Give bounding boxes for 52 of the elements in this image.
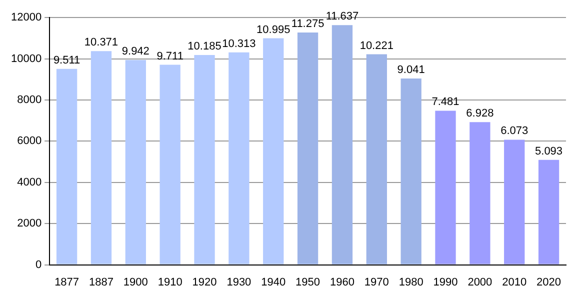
bar bbox=[160, 64, 180, 264]
data-label: 7.481 bbox=[432, 96, 460, 108]
data-label: 9.711 bbox=[156, 50, 184, 62]
y-tick-label: 12000 bbox=[10, 12, 42, 24]
data-label: 9.942 bbox=[122, 46, 150, 58]
bar bbox=[538, 160, 560, 264]
bar bbox=[194, 54, 215, 264]
data-label: 9.511 bbox=[53, 54, 80, 66]
x-tick-label: 2020 bbox=[536, 276, 562, 288]
x-tick-label: 1950 bbox=[296, 276, 320, 288]
bar bbox=[90, 51, 112, 264]
bar bbox=[435, 110, 456, 264]
bar bbox=[470, 122, 490, 264]
bar bbox=[263, 38, 284, 264]
x-tick-label: 1900 bbox=[123, 276, 148, 288]
data-label: 10.185 bbox=[188, 40, 222, 53]
x-tick-label: 1877 bbox=[54, 276, 80, 288]
x-tick-label: 1910 bbox=[158, 276, 182, 288]
bar bbox=[504, 140, 525, 264]
bar bbox=[125, 60, 146, 264]
data-label: 10.371 bbox=[84, 36, 118, 49]
x-tick-label: 1960 bbox=[330, 276, 354, 288]
data-label: 10.313 bbox=[222, 38, 256, 50]
data-label: 11.637 bbox=[326, 10, 359, 23]
bar bbox=[366, 54, 387, 264]
x-tick-label: 1930 bbox=[226, 276, 252, 288]
data-label: 11.275 bbox=[291, 18, 324, 30]
x-tick-label: 1980 bbox=[398, 276, 424, 288]
data-label: 9.041 bbox=[397, 64, 425, 76]
bar bbox=[228, 52, 250, 264]
x-tick-label: 1990 bbox=[433, 276, 458, 288]
data-label: 6.928 bbox=[466, 108, 494, 120]
y-tick-label: 0 bbox=[35, 258, 42, 271]
x-tick-label: 1970 bbox=[364, 276, 389, 288]
x-tick-label: 2000 bbox=[468, 276, 492, 288]
x-tick-label: 1887 bbox=[88, 276, 114, 288]
bar bbox=[400, 78, 422, 264]
data-label: 10.995 bbox=[256, 24, 290, 36]
x-tick-label: 1940 bbox=[261, 276, 286, 288]
bar bbox=[297, 32, 318, 264]
bar bbox=[56, 68, 78, 264]
x-tick-label: 2010 bbox=[502, 276, 527, 288]
y-tick-label: 4000 bbox=[17, 176, 42, 188]
y-tick-label: 2000 bbox=[17, 218, 42, 230]
y-tick-label: 6000 bbox=[17, 135, 42, 148]
data-label: 5.093 bbox=[535, 145, 563, 158]
data-label: 6.073 bbox=[500, 125, 528, 138]
y-tick-label: 8000 bbox=[17, 94, 42, 106]
data-label: 10.221 bbox=[360, 40, 394, 52]
bar bbox=[332, 25, 353, 264]
x-tick-label: 1920 bbox=[192, 276, 217, 288]
y-tick-label: 10000 bbox=[10, 52, 42, 65]
